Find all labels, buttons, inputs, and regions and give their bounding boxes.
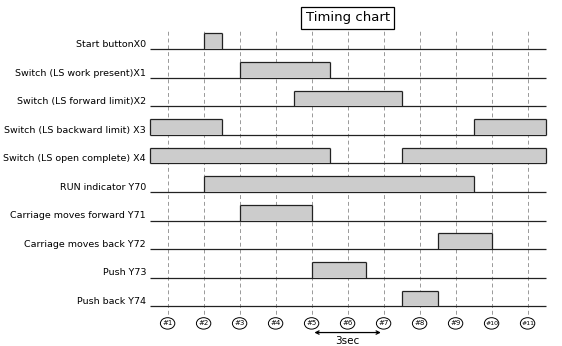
- Bar: [239, 205, 311, 220]
- Text: #7: #7: [378, 320, 389, 326]
- Circle shape: [341, 318, 355, 329]
- Circle shape: [413, 318, 427, 329]
- Circle shape: [520, 318, 535, 329]
- Circle shape: [377, 318, 391, 329]
- Circle shape: [233, 318, 247, 329]
- Text: #11: #11: [521, 321, 534, 326]
- Bar: [402, 291, 438, 306]
- Text: Timing chart: Timing chart: [306, 11, 389, 24]
- Bar: [203, 176, 474, 192]
- Bar: [149, 148, 329, 163]
- Circle shape: [448, 318, 463, 329]
- Bar: [149, 119, 221, 135]
- Text: #6: #6: [342, 320, 353, 326]
- Bar: [311, 262, 366, 278]
- Text: #3: #3: [234, 320, 245, 326]
- Circle shape: [269, 318, 283, 329]
- Text: Start buttonX0: Start buttonX0: [76, 40, 146, 49]
- Text: #9: #9: [450, 320, 461, 326]
- Text: #10: #10: [485, 321, 498, 326]
- Text: #5: #5: [306, 320, 317, 326]
- Bar: [402, 148, 546, 163]
- Text: #2: #2: [198, 320, 209, 326]
- Text: #8: #8: [414, 320, 425, 326]
- Text: #1: #1: [162, 320, 173, 326]
- Circle shape: [484, 318, 499, 329]
- Text: Switch (LS backward limit) X3: Switch (LS backward limit) X3: [4, 126, 146, 135]
- Bar: [293, 91, 402, 106]
- Text: Push Y73: Push Y73: [102, 268, 146, 277]
- Text: Carriage moves forward Y71: Carriage moves forward Y71: [10, 211, 146, 220]
- Text: Switch (LS work present)X1: Switch (LS work present)X1: [15, 69, 146, 78]
- Circle shape: [196, 318, 211, 329]
- Text: Carriage moves back Y72: Carriage moves back Y72: [24, 240, 146, 249]
- Text: Push back Y74: Push back Y74: [77, 297, 146, 306]
- Text: Switch (LS open complete) X4: Switch (LS open complete) X4: [3, 154, 146, 163]
- Circle shape: [305, 318, 319, 329]
- Text: #4: #4: [270, 320, 281, 326]
- Text: RUN indicator Y70: RUN indicator Y70: [60, 183, 146, 192]
- Bar: [438, 234, 492, 249]
- Text: Switch (LS forward limit)X2: Switch (LS forward limit)X2: [17, 97, 146, 106]
- Circle shape: [160, 318, 175, 329]
- Bar: [239, 62, 329, 78]
- Text: 3sec: 3sec: [336, 336, 360, 346]
- Bar: [474, 119, 546, 135]
- Bar: [203, 34, 221, 49]
